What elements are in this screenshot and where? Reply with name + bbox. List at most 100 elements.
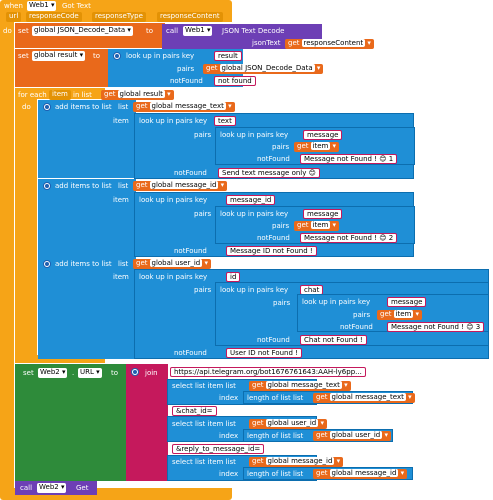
param-url[interactable]: url [6, 12, 22, 22]
get-item-3[interactable]: get item ▾ [377, 310, 423, 320]
gear-icon[interactable] [113, 52, 121, 60]
call-label-2: call [20, 484, 33, 492]
index-label-2: index [219, 432, 239, 440]
string-msg-not-found-2[interactable]: Message not Found ! 😊 2 [300, 233, 398, 243]
string-send-text-only[interactable]: Send text message only 😊 [218, 168, 320, 178]
get-message-id[interactable]: get global message_id ▾ [133, 181, 228, 191]
string-chat-not-found[interactable]: Chat not Found ! [300, 335, 367, 345]
length-label: length of list list [247, 394, 304, 402]
when-label: when [4, 2, 23, 10]
string-msg-not-found-3[interactable]: Message not Found ! 😊 3 [387, 322, 485, 332]
get-message-id-2[interactable]: get global message_id ▾ [249, 457, 344, 467]
select-label: select list item list [172, 382, 236, 390]
string-result[interactable]: result [214, 51, 242, 61]
pairs-label-8: pairs [353, 311, 371, 319]
to-label-2: to [93, 52, 101, 60]
notfound-label-8: notFound [174, 349, 207, 357]
lookup-label-6: look up in pairs key [139, 273, 208, 281]
string-msg-not-found-1[interactable]: Message not Found ! 😊 1 [300, 154, 398, 164]
method-label-2: Get [76, 484, 89, 492]
lookup-label-8: look up in pairs key [302, 298, 371, 306]
index-label: index [219, 394, 239, 402]
gear-icon-4[interactable] [43, 260, 51, 268]
gear-icon-2[interactable] [43, 103, 51, 111]
string-message-id[interactable]: message_id [226, 195, 276, 205]
string-message[interactable]: message [303, 130, 343, 140]
notfound-label-6: notFound [340, 323, 373, 331]
param-response-content[interactable]: responseContent [157, 12, 223, 22]
get-message-text-3[interactable]: get global message_text ▾ [313, 393, 415, 403]
get-message-text-2[interactable]: get global message_text ▾ [249, 381, 351, 391]
length-label-3: length of list list [247, 470, 304, 478]
notfound-label: notFound [170, 77, 203, 85]
pairs-label-3: pairs [272, 143, 290, 151]
get-user-id-2[interactable]: get global user_id ▾ [249, 419, 327, 429]
item-label-3: item [113, 273, 129, 281]
add-items-block-2[interactable] [38, 179, 136, 257]
string-msg-id-not-found[interactable]: Message ID not Found ! [226, 246, 317, 256]
get-message-text[interactable]: get global message_text ▾ [133, 102, 235, 112]
var-dropdown-2[interactable]: global result ▾ [32, 51, 86, 61]
lookup-label: look up in pairs key [126, 52, 195, 60]
get-message-id-3[interactable]: get global message_id ▾ [313, 469, 408, 479]
notfound-label-5: notFound [174, 247, 207, 255]
get-item-2[interactable]: get item ▾ [294, 221, 340, 231]
string-reply-to[interactable]: &reply_to_message_id= [172, 444, 265, 454]
param-response-code[interactable]: responseCode [26, 12, 82, 22]
get-json-decode-data[interactable]: get global JSON_Decode_Data ▾ [203, 64, 324, 74]
to-label: to [146, 27, 154, 35]
string-user-id-not-found[interactable]: User ID not Found ! [226, 348, 302, 358]
select-label-2: select list item list [172, 420, 236, 428]
pairs-label-6: pairs [194, 286, 212, 294]
for-each-label: for each [18, 91, 47, 99]
get-user-id-3[interactable]: get global user_id ▾ [313, 431, 391, 441]
pairs-label-2: pairs [194, 131, 212, 139]
method-label: JSON Text Decode [222, 27, 285, 35]
gear-icon-3[interactable] [43, 182, 51, 190]
length-label-2: length of list list [247, 432, 304, 440]
string-not-found[interactable]: not found [214, 76, 256, 86]
string-id[interactable]: id [226, 272, 241, 282]
item-label-2: item [113, 196, 129, 204]
component-dropdown[interactable]: Web1 ▾ [27, 1, 57, 11]
lookup-label-3: look up in pairs key [220, 131, 289, 139]
add-items-block-3[interactable] [38, 257, 136, 359]
for-each-foot [15, 355, 105, 363]
get-item[interactable]: get item ▾ [294, 142, 340, 152]
get-user-id[interactable]: get global user_id ▾ [133, 259, 211, 269]
list-label-2: list [118, 182, 129, 190]
param-response-type[interactable]: responseType [92, 12, 146, 22]
join-label: join [145, 369, 158, 377]
component-dropdown-3[interactable]: Web2 ▾ [38, 368, 68, 378]
event-name: Got Text [62, 2, 91, 10]
var-dropdown[interactable]: global JSON_Decode_Data ▾ [32, 26, 133, 36]
string-message-2[interactable]: message [303, 209, 343, 219]
list-label-3: list [118, 260, 129, 268]
notfound-label-4: notFound [257, 234, 290, 242]
string-chat-id[interactable]: &chat_id= [172, 406, 217, 416]
get-global-result[interactable]: get global result ▾ [101, 90, 174, 100]
pairs-label: pairs [177, 65, 195, 73]
set-label-3: set [23, 369, 34, 377]
property-dropdown[interactable]: URL ▾ [78, 368, 102, 378]
gear-icon-5[interactable] [131, 368, 139, 376]
string-message-3[interactable]: message [387, 297, 427, 307]
lookup-label-4: look up in pairs key [139, 196, 208, 204]
do-label-2: do [22, 103, 31, 111]
item-var[interactable]: item [49, 90, 71, 100]
notfound-label-7: notFound [257, 336, 290, 344]
item-label: item [113, 117, 129, 125]
lookup-label-7: look up in pairs key [220, 286, 289, 294]
notfound-label-2: notFound [257, 155, 290, 163]
add-items-label-2: add items to list [55, 182, 112, 190]
string-telegram-url[interactable]: https://api.telegram.org/bot1676761643:A… [170, 367, 366, 377]
to-label-3: to [111, 369, 119, 377]
component-dropdown-4[interactable]: Web2 ▾ [37, 483, 67, 493]
join-block[interactable] [126, 364, 168, 481]
set-web2-url-block[interactable] [15, 364, 129, 481]
add-items-block-1[interactable] [38, 100, 136, 178]
string-text[interactable]: text [214, 116, 236, 126]
add-items-label-3: add items to list [55, 260, 112, 268]
component-dropdown-2[interactable]: Web1 ▾ [183, 26, 213, 36]
get-response-content[interactable]: get responseContent ▾ [285, 39, 374, 49]
